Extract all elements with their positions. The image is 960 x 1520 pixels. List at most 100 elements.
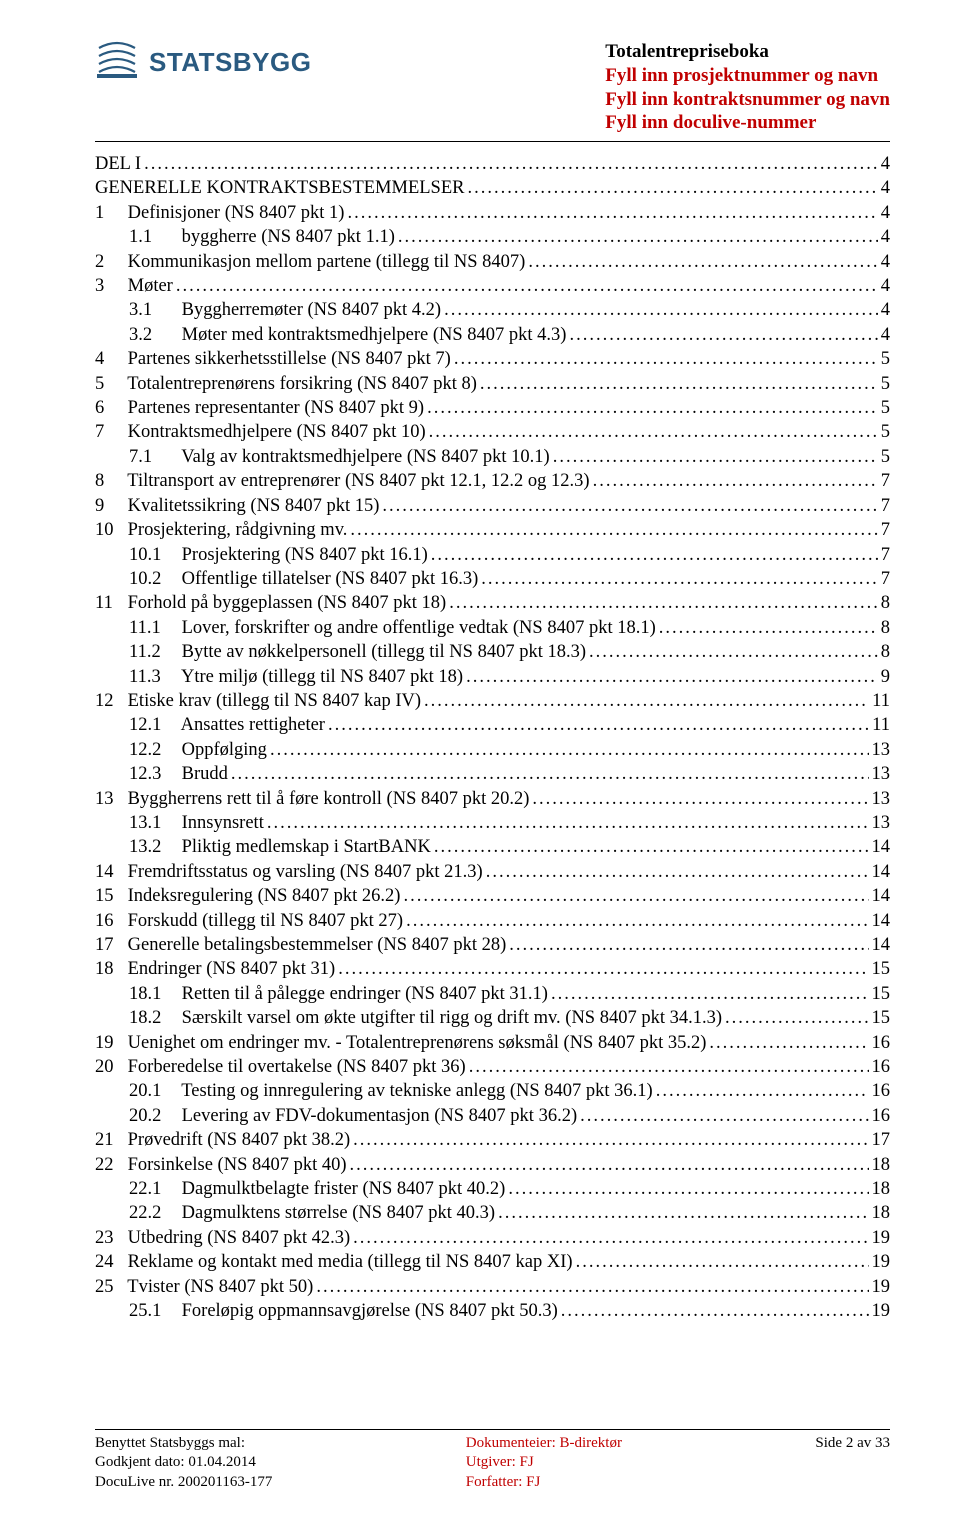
toc-entry[interactable]: 10.1 Prosjektering (NS 8407 pkt 16.1)7: [95, 543, 890, 567]
toc-entry-text: Forsinkelse (NS 8407 pkt 40): [128, 1155, 347, 1175]
toc-entry-label: 3.1 Byggherremøter (NS 8407 pkt 4.2): [95, 298, 441, 322]
toc-entry[interactable]: 12.1 Ansattes rettigheter11: [95, 713, 890, 737]
toc-entry[interactable]: 22.1 Dagmulktbelagte frister (NS 8407 pk…: [95, 1177, 890, 1201]
toc-entry[interactable]: 9 Kvalitetssikring (NS 8407 pkt 15)7: [95, 494, 890, 518]
toc-entry[interactable]: 22.2 Dagmulktens størrelse (NS 8407 pkt …: [95, 1201, 890, 1225]
toc-leader-dots: [406, 909, 868, 933]
toc-entry[interactable]: 11.3 Ytre miljø (tillegg til NS 8407 pkt…: [95, 665, 890, 689]
toc-entry[interactable]: 18.1 Retten til å pålegge endringer (NS …: [95, 982, 890, 1006]
toc-leader-dots: [403, 884, 868, 908]
toc-entry-number: 11: [95, 591, 123, 615]
title-line-4: Fyll inn doculive-nummer: [605, 111, 890, 135]
toc-leader-dots: [481, 567, 877, 591]
toc-entry[interactable]: 8 Tiltransport av entreprenører (NS 8407…: [95, 469, 890, 493]
toc-entry[interactable]: 1.1 byggherre (NS 8407 pkt 1.1)4: [95, 225, 890, 249]
toc-entry-label: 20 Forberedelse til overtakelse (NS 8407…: [95, 1055, 466, 1079]
toc-entry-text: Kvalitetssikring (NS 8407 pkt 15): [128, 496, 380, 516]
toc-entry[interactable]: 19 Uenighet om endringer mv. - Totalentr…: [95, 1031, 890, 1055]
toc-entry[interactable]: 12.3 Brudd13: [95, 762, 890, 786]
toc-leader-dots: [576, 1250, 869, 1274]
toc-entry[interactable]: 12 Etiske krav (tillegg til NS 8407 kap …: [95, 689, 890, 713]
toc-leader-dots: [656, 1079, 869, 1103]
toc-entry-text: Forberedelse til overtakelse (NS 8407 pk…: [128, 1057, 466, 1077]
toc-entry[interactable]: 18.2 Særskilt varsel om økte utgifter ti…: [95, 1006, 890, 1030]
toc-entry[interactable]: 22 Forsinkelse (NS 8407 pkt 40)18: [95, 1153, 890, 1177]
toc-entry-text: Byggherrens rett til å føre kontroll (NS…: [128, 789, 530, 809]
toc-entry-page: 13: [872, 762, 891, 786]
toc-entry-label: 11.1 Lover, forskrifter og andre offentl…: [95, 616, 656, 640]
footer-right-line1: Side 2 av 33: [815, 1434, 890, 1454]
toc-entry[interactable]: 25.1 Foreløpig oppmannsavgjørelse (NS 84…: [95, 1299, 890, 1323]
toc-entry-number: 2: [95, 250, 123, 274]
toc-entry-number: 12: [95, 689, 123, 713]
toc-entry[interactable]: 14 Fremdriftsstatus og varsling (NS 8407…: [95, 860, 890, 884]
title-line-1: Totalentrepriseboka: [605, 40, 890, 64]
toc-entry[interactable]: 11 Forhold på byggeplassen (NS 8407 pkt …: [95, 591, 890, 615]
toc-entry[interactable]: 17 Generelle betalingsbestemmelser (NS 8…: [95, 933, 890, 957]
toc-entry-page: 15: [872, 982, 891, 1006]
toc-entry-page: 7: [881, 469, 890, 493]
toc-leader-dots: [589, 640, 878, 664]
toc-entry[interactable]: 13.2 Pliktig medlemskap i StartBANK14: [95, 835, 890, 859]
toc-leader-dots: [353, 1128, 868, 1152]
toc-entry-number: 3: [95, 274, 123, 298]
toc-entry[interactable]: 4 Partenes sikkerhetsstillelse (NS 8407 …: [95, 347, 890, 371]
toc-entry[interactable]: 16 Forskudd (tillegg til NS 8407 pkt 27)…: [95, 909, 890, 933]
toc-entry-text: Dagmulktbelagte frister (NS 8407 pkt 40.…: [182, 1179, 506, 1199]
toc-leader-dots: [350, 518, 877, 542]
toc-entry[interactable]: 24 Reklame og kontakt med media (tillegg…: [95, 1250, 890, 1274]
toc-entry[interactable]: 3.2 Møter med kontraktsmedhjelpere (NS 8…: [95, 323, 890, 347]
toc-entry-number: 5: [95, 372, 123, 396]
toc-entry-label: 3.2 Møter med kontraktsmedhjelpere (NS 8…: [95, 323, 566, 347]
toc-entry[interactable]: 18 Endringer (NS 8407 pkt 31)15: [95, 957, 890, 981]
toc-entry[interactable]: 12.2 Oppfølging13: [95, 738, 890, 762]
toc-entry[interactable]: 3 Møter4: [95, 274, 890, 298]
toc-entry[interactable]: 11.2 Bytte av nøkkelpersonell (tillegg t…: [95, 640, 890, 664]
toc-entry[interactable]: 25 Tvister (NS 8407 pkt 50)19: [95, 1275, 890, 1299]
toc-entry-label: 14 Fremdriftsstatus og varsling (NS 8407…: [95, 860, 483, 884]
toc-entry-page: 19: [872, 1250, 891, 1274]
toc-entry-page: 9: [881, 665, 890, 689]
toc-entry[interactable]: 1 Definisjoner (NS 8407 pkt 1)4: [95, 201, 890, 225]
toc-entry-page: 14: [872, 884, 891, 908]
toc-entry-number: 1.1: [129, 225, 177, 249]
toc-entry[interactable]: 10.2 Offentlige tillatelser (NS 8407 pkt…: [95, 567, 890, 591]
toc-entry[interactable]: 3.1 Byggherremøter (NS 8407 pkt 4.2)4: [95, 298, 890, 322]
toc-entry-number: 11.1: [129, 616, 177, 640]
toc-entry[interactable]: 6 Partenes representanter (NS 8407 pkt 9…: [95, 396, 890, 420]
toc-entry-label: 2 Kommunikasjon mellom partene (tillegg …: [95, 250, 525, 274]
toc-entry[interactable]: 7.1 Valg av kontraktsmedhjelpere (NS 840…: [95, 445, 890, 469]
toc-entry-text: Prøvedrift (NS 8407 pkt 38.2): [128, 1130, 351, 1150]
toc-entry[interactable]: 20.1 Testing og innregulering av teknisk…: [95, 1079, 890, 1103]
toc-entry[interactable]: 21 Prøvedrift (NS 8407 pkt 38.2)17: [95, 1128, 890, 1152]
toc-entry[interactable]: 20 Forberedelse til overtakelse (NS 8407…: [95, 1055, 890, 1079]
toc-entry-text: Totalentreprenørens forsikring (NS 8407 …: [127, 374, 477, 394]
toc-entry[interactable]: 13.1 Innsynsrett13: [95, 811, 890, 835]
toc-entry-label: 18.2 Særskilt varsel om økte utgifter ti…: [95, 1006, 722, 1030]
toc-entry[interactable]: 15 Indeksregulering (NS 8407 pkt 26.2)14: [95, 884, 890, 908]
toc-entry[interactable]: 23 Utbedring (NS 8407 pkt 42.3)19: [95, 1226, 890, 1250]
toc-entry-number: 19: [95, 1031, 123, 1055]
toc-entry-page: 18: [872, 1201, 891, 1225]
toc-entry-number: 22: [95, 1153, 123, 1177]
toc-entry-text: Generelle betalingsbestemmelser (NS 8407…: [128, 935, 507, 955]
toc-entry[interactable]: 10 Prosjektering, rådgivning mv.7: [95, 518, 890, 542]
footer-left-line1: Benyttet Statsbyggs mal:: [95, 1434, 272, 1454]
toc-entry-page: 11: [872, 713, 890, 737]
toc-entry[interactable]: GENERELLE KONTRAKTSBESTEMMELSER4: [95, 176, 890, 200]
toc-entry-page: 13: [872, 787, 891, 811]
toc-entry-text: Retten til å pålegge endringer (NS 8407 …: [182, 984, 548, 1004]
toc-entry[interactable]: DEL I4: [95, 152, 890, 176]
toc-entry[interactable]: 13 Byggherrens rett til å føre kontroll …: [95, 787, 890, 811]
toc-entry-label: 11.3 Ytre miljø (tillegg til NS 8407 pkt…: [95, 665, 463, 689]
footer-right: Side 2 av 33: [815, 1434, 890, 1493]
toc-entry-page: 13: [872, 811, 891, 835]
toc-entry[interactable]: 11.1 Lover, forskrifter og andre offentl…: [95, 616, 890, 640]
toc-entry[interactable]: 5 Totalentreprenørens forsikring (NS 840…: [95, 372, 890, 396]
toc-entry[interactable]: 20.2 Levering av FDV-dokumentasjon (NS 8…: [95, 1104, 890, 1128]
toc-entry-page: 4: [881, 152, 890, 176]
toc-entry-label: 3 Møter: [95, 274, 173, 298]
toc-entry[interactable]: 2 Kommunikasjon mellom partene (tillegg …: [95, 250, 890, 274]
toc-leader-dots: [316, 1275, 868, 1299]
toc-entry[interactable]: 7 Kontraktsmedhjelpere (NS 8407 pkt 10)5: [95, 420, 890, 444]
